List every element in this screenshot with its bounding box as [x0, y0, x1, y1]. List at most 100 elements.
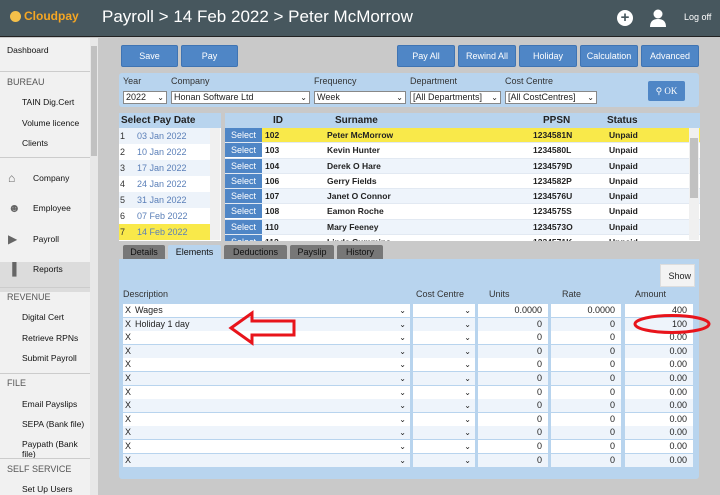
amount-input[interactable]: 0.00: [625, 454, 693, 467]
holiday-button[interactable]: Holiday: [519, 45, 577, 67]
rate-input[interactable]: 0: [551, 386, 621, 399]
cost-centre-select[interactable]: ⌄: [413, 345, 475, 358]
select-button[interactable]: Select: [225, 235, 262, 241]
cost-centre-select[interactable]: ⌄: [413, 454, 475, 467]
description-select[interactable]: X⌄: [123, 440, 410, 453]
units-input[interactable]: 0: [478, 413, 548, 426]
employee-row[interactable]: Select102Peter McMorrow1234581NUnpaid: [225, 128, 700, 143]
pay-date-row[interactable]: 210 Jan 2022: [119, 144, 210, 160]
amount-input[interactable]: 0.00: [625, 386, 693, 399]
sidebar-item[interactable]: Volume licence: [22, 118, 79, 128]
employee-row[interactable]: Select110Mary Feeney1234573OUnpaid: [225, 220, 700, 235]
select-button[interactable]: Select: [225, 159, 262, 173]
amount-input[interactable]: 0.00: [625, 372, 693, 385]
units-input[interactable]: 0: [478, 454, 548, 467]
rate-input[interactable]: 0: [551, 358, 621, 371]
rate-input[interactable]: 0: [551, 372, 621, 385]
sidebar-item[interactable]: Dashboard: [7, 45, 49, 55]
description-select[interactable]: X⌄: [123, 426, 410, 439]
tab-details[interactable]: Details: [123, 245, 165, 259]
cost-centre-select[interactable]: [All CostCentres]⌄: [505, 91, 597, 104]
advanced-button[interactable]: Advanced: [641, 45, 699, 67]
sidebar-item[interactable]: Company: [33, 173, 69, 183]
description-select[interactable]: X⌄: [123, 386, 410, 399]
cost-centre-select[interactable]: ⌄: [413, 372, 475, 385]
description-select[interactable]: X⌄: [123, 372, 410, 385]
delete-x-button[interactable]: X: [123, 387, 135, 397]
user-icon[interactable]: [650, 9, 666, 27]
sidebar-item[interactable]: Clients: [22, 138, 48, 148]
delete-x-button[interactable]: X: [123, 455, 135, 465]
pay-date-row[interactable]: 714 Feb 2022: [119, 224, 210, 240]
amount-input[interactable]: 0.00: [625, 345, 693, 358]
logo[interactable]: Cloudpay: [10, 9, 79, 23]
rate-input[interactable]: 0: [551, 331, 621, 344]
save-button[interactable]: Save: [121, 45, 178, 67]
sidebar-item[interactable]: Set Up Users: [22, 484, 73, 494]
units-input[interactable]: 0: [478, 372, 548, 385]
delete-x-button[interactable]: X: [123, 373, 135, 383]
rate-input[interactable]: 0: [551, 440, 621, 453]
sidebar-item[interactable]: Reports: [33, 264, 63, 274]
col-id[interactable]: ID: [273, 115, 283, 126]
amount-input[interactable]: 0.00: [625, 358, 693, 371]
description-select[interactable]: X⌄: [123, 345, 410, 358]
units-input[interactable]: 0: [478, 345, 548, 358]
select-button[interactable]: Select: [225, 204, 262, 218]
amount-input[interactable]: 0.00: [625, 426, 693, 439]
sidebar-item[interactable]: Digital Cert: [22, 312, 64, 322]
units-input[interactable]: 0: [478, 440, 548, 453]
calculation-button[interactable]: Calculation: [580, 45, 638, 67]
select-button[interactable]: Select: [225, 143, 262, 157]
department-select[interactable]: [All Departments]⌄: [410, 91, 501, 104]
select-button[interactable]: Select: [225, 128, 262, 142]
pay-date-row[interactable]: 424 Jan 2022: [119, 176, 210, 192]
delete-x-button[interactable]: X: [123, 414, 135, 424]
rewind-all-button[interactable]: Rewind All: [458, 45, 516, 67]
description-select[interactable]: X⌄: [123, 454, 410, 467]
pay-date-row[interactable]: 607 Feb 2022: [119, 208, 210, 224]
sidebar-item[interactable]: Employee: [33, 203, 71, 213]
employee-row[interactable]: Select104Derek O Hare1234579DUnpaid: [225, 159, 700, 174]
select-button[interactable]: Select: [225, 174, 262, 188]
units-input[interactable]: 0: [478, 399, 548, 412]
pay-date-row[interactable]: 103 Jan 2022: [119, 128, 210, 144]
sidebar-item[interactable]: Retrieve RPNs: [22, 333, 78, 343]
amount-input[interactable]: 0.00: [625, 440, 693, 453]
delete-x-button[interactable]: X: [123, 305, 135, 315]
units-input[interactable]: 0: [478, 386, 548, 399]
delete-x-button[interactable]: X: [123, 332, 135, 342]
employee-row[interactable]: Select108Eamon Roche1234575SUnpaid: [225, 204, 700, 219]
delete-x-button[interactable]: X: [123, 319, 135, 329]
sidebar-scrollbar[interactable]: [90, 38, 98, 495]
sidebar-item[interactable]: Payroll: [33, 234, 59, 244]
rate-input[interactable]: 0: [551, 454, 621, 467]
employee-row[interactable]: Select106Gerry Fields1234582PUnpaid: [225, 174, 700, 189]
cost-centre-select[interactable]: ⌄: [413, 318, 475, 331]
tab-history[interactable]: History: [337, 245, 383, 259]
pay-date-scrollbar[interactable]: [210, 128, 220, 240]
units-input[interactable]: 0: [478, 358, 548, 371]
rate-input[interactable]: 0: [551, 399, 621, 412]
col-surname[interactable]: Surname: [335, 115, 378, 126]
sidebar-item[interactable]: Email Payslips: [22, 399, 77, 409]
cost-centre-select[interactable]: ⌄: [413, 399, 475, 412]
units-input[interactable]: 0.0000: [478, 304, 548, 317]
cost-centre-select[interactable]: ⌄: [413, 426, 475, 439]
rate-input[interactable]: 0.0000: [551, 304, 621, 317]
sidebar-item[interactable]: Paypath (Bank file): [22, 439, 90, 459]
units-input[interactable]: 0: [478, 426, 548, 439]
pay-all-button[interactable]: Pay All: [397, 45, 455, 67]
frequency-select[interactable]: Week⌄: [314, 91, 406, 104]
amount-input[interactable]: 0.00: [625, 413, 693, 426]
sidebar-item[interactable]: SEPA (Bank file): [22, 419, 84, 429]
cost-centre-select[interactable]: ⌄: [413, 413, 475, 426]
cost-centre-select[interactable]: ⌄: [413, 386, 475, 399]
rate-input[interactable]: 0: [551, 345, 621, 358]
select-button[interactable]: Select: [225, 189, 262, 203]
tab-elements[interactable]: Elements: [168, 245, 221, 259]
pay-date-row[interactable]: 317 Jan 2022: [119, 160, 210, 176]
year-select[interactable]: 2022⌄: [123, 91, 167, 104]
description-select[interactable]: X⌄: [123, 358, 410, 371]
rate-input[interactable]: 0: [551, 413, 621, 426]
